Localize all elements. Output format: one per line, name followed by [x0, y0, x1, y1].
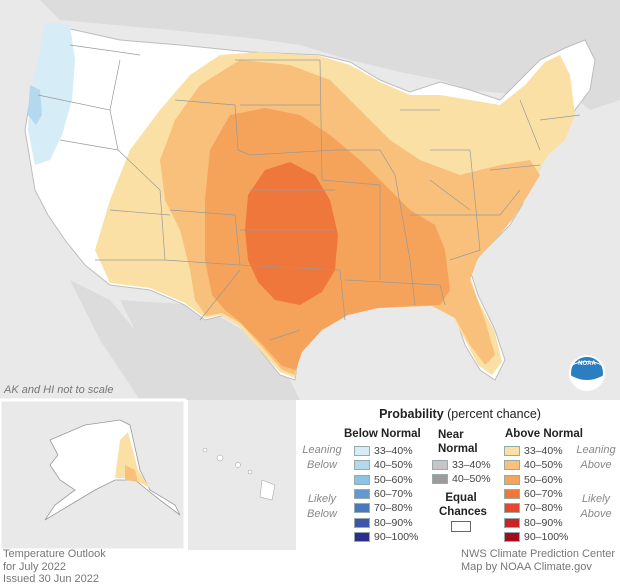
below-normal-swatch	[354, 474, 370, 485]
likely-above-label: Likely Above	[580, 493, 612, 520]
below-normal-label: 33–40%	[374, 445, 413, 457]
below-normal-row: 90–100%	[354, 530, 418, 544]
below-normal-row: 33–40%	[354, 444, 413, 458]
above-normal-swatch	[504, 474, 520, 485]
near-normal-label: 33–40%	[452, 459, 491, 471]
above-normal-swatch	[504, 460, 520, 471]
above-normal-row: 50–60%	[504, 473, 563, 487]
below-normal-swatch	[354, 531, 370, 542]
below-normal-label: 40–50%	[374, 459, 413, 472]
above-normal-heading: Above Normal	[505, 428, 583, 440]
below-normal-heading: Below Normal	[344, 428, 421, 440]
noaa-logo-text: NOAA	[578, 361, 596, 367]
below-normal-label: 60–70%	[374, 487, 413, 500]
below-normal-swatch	[354, 503, 370, 514]
footer-left: Temperature Outlook for July 2022 Issued…	[3, 548, 106, 585]
above-normal-swatch	[504, 446, 520, 456]
near-normal-row: 40–50%	[432, 472, 491, 486]
leaning-below-label: Leaning Below	[302, 444, 342, 471]
below-normal-label: 50–60%	[374, 473, 413, 486]
near-normal-swatch	[432, 460, 448, 470]
above-normal-swatch	[504, 531, 520, 542]
above-normal-row: 80–90%	[504, 516, 563, 530]
below-normal-row: 80–90%	[354, 516, 413, 530]
above-normal-label: 33–40%	[524, 445, 563, 457]
above-normal-label: 90–100%	[524, 530, 569, 543]
above-normal-swatch	[504, 488, 520, 499]
above-normal-swatch	[504, 503, 520, 514]
below-normal-swatch	[354, 460, 370, 471]
above-normal-row: 33–40%	[504, 444, 563, 458]
legend-title: Probability (percent chance)	[379, 407, 541, 421]
above-normal-label: 60–70%	[524, 487, 563, 500]
leaning-above-label: Leaning Above	[576, 444, 616, 471]
above-normal-row: 40–50%	[504, 458, 563, 472]
above-normal-row: 70–80%	[504, 501, 563, 515]
below-normal-label: 70–80%	[374, 502, 413, 515]
likely-below-label: Likely Below	[307, 493, 337, 520]
above-normal-label: 40–50%	[524, 459, 563, 472]
above-normal-label: 50–60%	[524, 473, 563, 486]
near-normal-swatch	[432, 474, 448, 485]
equal-chances-swatch	[451, 521, 471, 532]
above-normal-swatch	[504, 517, 520, 528]
below-normal-swatch	[354, 446, 370, 456]
below-normal-swatch	[354, 488, 370, 499]
above-normal-label: 70–80%	[524, 502, 563, 515]
footer-right: NWS Climate Prediction Center Map by NOA…	[461, 548, 616, 573]
above-normal-row: 60–70%	[504, 487, 563, 501]
near-normal-heading: Near Normal	[438, 429, 478, 455]
below-normal-row: 40–50%	[354, 458, 413, 472]
below-normal-label: 80–90%	[374, 516, 413, 529]
near-normal-row: 33–40%	[432, 458, 491, 472]
noaa-logo	[569, 355, 605, 391]
near-normal-label: 40–50%	[452, 473, 491, 486]
above-normal-label: 80–90%	[524, 516, 563, 529]
below-normal-swatch	[354, 517, 370, 528]
above-normal-row: 90–100%	[504, 530, 568, 544]
below-normal-row: 70–80%	[354, 501, 413, 515]
below-normal-label: 90–100%	[374, 530, 419, 543]
below-normal-row: 60–70%	[354, 487, 413, 501]
below-normal-row: 50–60%	[354, 473, 413, 487]
inset-note: AK and HI not to scale	[4, 384, 114, 396]
equal-chances-heading: Equal Chances	[439, 492, 487, 518]
